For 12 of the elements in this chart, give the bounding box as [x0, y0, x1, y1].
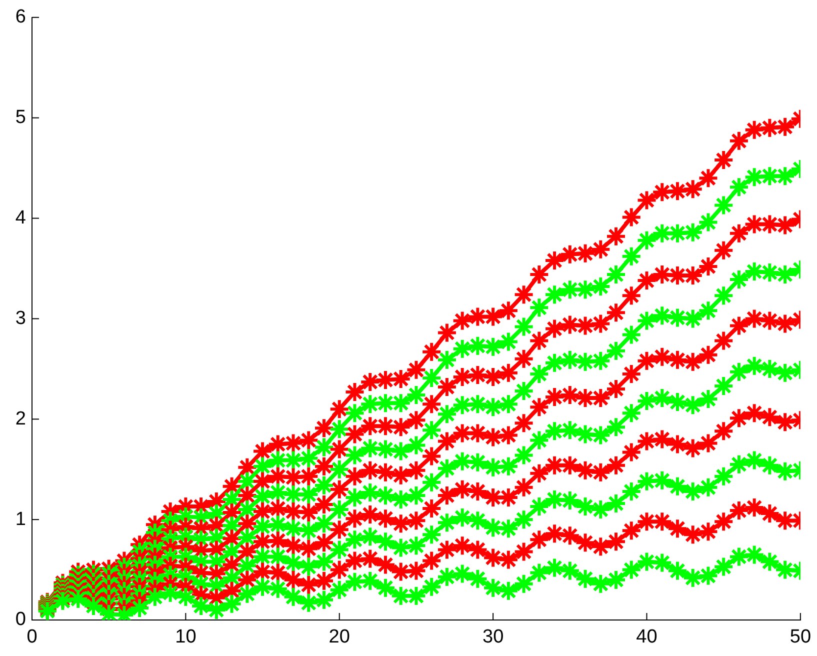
x-tick-label: 40 [636, 626, 658, 648]
x-tick-label: 20 [328, 626, 350, 648]
y-tick-label: 5 [15, 107, 26, 128]
y-tick-label: 3 [15, 308, 26, 329]
x-tick-label: 30 [482, 626, 504, 648]
y-tick-label: 2 [15, 408, 26, 430]
y-tick-label: 4 [15, 208, 26, 228]
x-tick-label: 50 [790, 626, 812, 648]
y-tick-label: 0 [15, 609, 26, 630]
x-tick-label: 10 [175, 626, 196, 648]
y-tick-label: 1 [15, 508, 26, 530]
y-tick-label: 6 [15, 6, 26, 28]
